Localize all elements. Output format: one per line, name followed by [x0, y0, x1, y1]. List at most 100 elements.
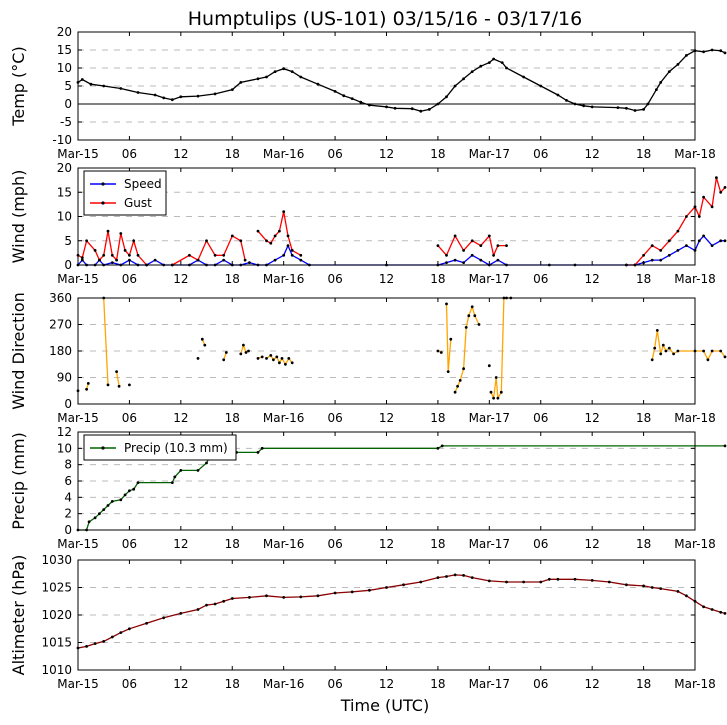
series-line-temp: [77, 49, 726, 112]
y-tick-label: 6: [64, 474, 72, 488]
data-point: [102, 508, 106, 511]
data-point: [661, 343, 665, 347]
data-point: [106, 383, 110, 387]
data-point: [650, 358, 654, 362]
data-point: [445, 261, 448, 264]
x-tick-label: 06: [122, 272, 137, 286]
data-point: [239, 352, 243, 356]
data-point: [230, 597, 234, 600]
data-point: [269, 241, 273, 245]
axes-frame: [77, 431, 696, 531]
data-point: [93, 249, 97, 252]
data-point: [642, 261, 645, 264]
data-point: [487, 234, 491, 238]
data-point: [153, 93, 157, 97]
data-point: [479, 244, 483, 248]
data-point: [393, 106, 397, 110]
data-point: [179, 612, 183, 615]
data-point: [132, 487, 136, 491]
data-point: [333, 90, 337, 93]
legend-label: Gust: [124, 196, 152, 210]
data-point: [256, 229, 260, 233]
data-point: [462, 77, 465, 81]
data-point: [98, 258, 101, 262]
legend-marker: [101, 201, 105, 205]
data-point: [672, 352, 675, 356]
data-point: [642, 584, 645, 588]
data-point: [224, 351, 228, 354]
x-tick-label: Mar-17: [469, 537, 510, 551]
data-point: [453, 390, 457, 394]
x-tick-label: 06: [327, 272, 342, 286]
data-point: [439, 351, 443, 354]
data-point: [85, 387, 88, 391]
x-tick-label: 18: [636, 272, 651, 286]
data-point: [492, 396, 495, 400]
data-point: [402, 583, 405, 587]
data-point: [85, 645, 88, 648]
x-tick-label: Mar-17: [469, 411, 510, 425]
data-point: [464, 326, 468, 329]
y-tick-label: 0: [64, 258, 72, 272]
data-point: [685, 54, 688, 57]
data-point: [667, 253, 671, 257]
data-point: [556, 93, 560, 97]
legend-label: Precip (10.3 mm): [124, 441, 228, 455]
axes-frame: [77, 297, 696, 405]
series-line-wind-gust: [257, 211, 302, 256]
data-point: [462, 367, 465, 371]
data-point: [106, 504, 110, 507]
data-point: [205, 461, 208, 465]
data-point: [659, 587, 663, 590]
data-point: [470, 253, 474, 257]
data-point: [110, 500, 114, 503]
data-point: [719, 49, 723, 53]
data-point: [436, 244, 440, 248]
x-tick-label: 06: [327, 537, 342, 551]
y-tick-label: 360: [49, 291, 72, 305]
data-point: [650, 244, 654, 248]
y-axis-label: Wind Direction: [9, 292, 28, 410]
data-point: [203, 343, 207, 347]
data-point: [456, 384, 459, 388]
data-point: [719, 239, 723, 243]
data-point: [132, 239, 136, 243]
series-line-dir: [454, 304, 480, 393]
data-point: [616, 106, 620, 109]
data-point: [136, 91, 140, 94]
x-tick-label: Mar-18: [674, 411, 715, 425]
data-point: [273, 70, 277, 73]
x-tick-label: Mar-16: [263, 677, 304, 691]
x-tick-label: 06: [533, 411, 548, 425]
series-line-dir: [240, 342, 249, 355]
x-tick-label: Mar-18: [674, 147, 715, 161]
data-point: [449, 337, 453, 341]
data-point: [477, 323, 481, 326]
x-tick-label: 06: [327, 147, 342, 161]
x-tick-label: 18: [430, 537, 445, 551]
x-tick-label: Mar-16: [263, 272, 304, 286]
x-tick-label: 12: [585, 272, 600, 286]
data-point: [633, 109, 637, 112]
x-tick-label: 12: [379, 411, 394, 425]
x-tick-label: Mar-16: [263, 537, 304, 551]
panel-precip: 0 2 4 6 8 10 12 Mar-15 06 12 18 Mar-16 06 12 18 Mar-17 0…: [9, 425, 727, 551]
data-point: [539, 84, 543, 88]
data-point: [419, 109, 423, 113]
data-point: [368, 588, 371, 592]
data-point: [685, 215, 688, 218]
y-tick-label: 10: [57, 441, 72, 455]
x-tick-label: 18: [430, 147, 445, 161]
x-tick-label: Mar-15: [57, 411, 98, 425]
y-tick-label: 8: [64, 458, 72, 472]
data-point: [470, 305, 474, 309]
data-point: [205, 239, 208, 243]
data-point: [117, 384, 121, 388]
data-point: [676, 349, 680, 353]
data-point: [316, 594, 320, 598]
legend-label: Speed: [124, 177, 162, 191]
data-point: [248, 596, 251, 599]
y-tick-label: 4: [64, 490, 72, 504]
y-tick-label: 10: [57, 210, 72, 224]
data-point: [496, 396, 500, 400]
